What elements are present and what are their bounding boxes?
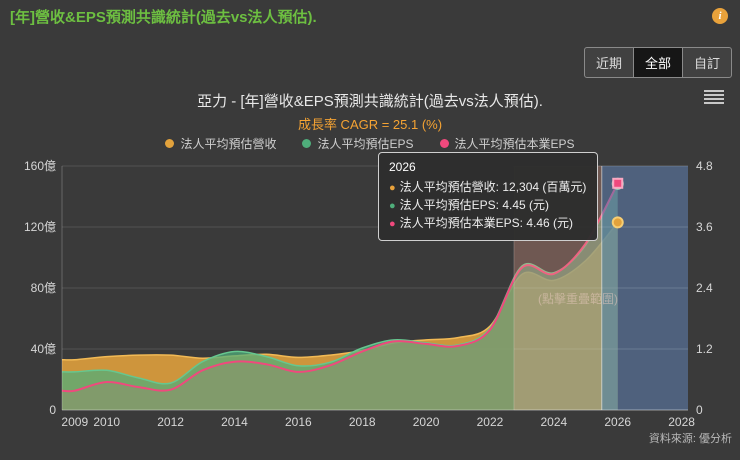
tooltip-bullet-icon (389, 218, 396, 230)
tooltip-value: 4.45 (元) (502, 198, 550, 212)
chart-tooltip: 2026 法人平均預估營收: 12,304 (百萬元) 法人平均預估EPS: 4… (378, 152, 598, 241)
page-title: [年]營收&EPS預測共識統計(過去vs法人預估). (10, 9, 317, 26)
core-eps-legend-dot-icon (439, 139, 449, 148)
range-button-group: 近期 全部 自訂 (583, 47, 732, 78)
series-line-1[interactable] (61, 183, 619, 385)
eps-legend-dot-icon (302, 139, 312, 148)
x-axis-label: 2014 (221, 415, 248, 429)
tooltip-value: 12,304 (百萬元) (502, 180, 587, 194)
revenue-legend-dot-icon (165, 139, 175, 148)
tooltip-row-revenue: 法人平均預估營收: 12,304 (百萬元) (389, 179, 587, 197)
marker-square-series-2[interactable] (612, 177, 624, 189)
tooltip-bullet-icon (389, 200, 396, 212)
x-axis-label: 2009 (61, 415, 88, 429)
range-button-custom[interactable]: 自訂 (681, 47, 732, 78)
tooltip-row-core-eps: 法人平均預估本業EPS: 4.46 (元) (389, 215, 587, 233)
tooltip-year: 2026 (389, 160, 416, 174)
x-axis-label: 2010 (93, 415, 120, 429)
chart-subtitle: 成長率 CAGR = 25.1 (%) (297, 117, 443, 132)
chart-menu-icon[interactable] (704, 90, 724, 106)
legend-label: 法人平均預估EPS (317, 137, 414, 151)
tooltip-label: 法人平均預估營收: (399, 180, 499, 194)
x-axis-label: 2020 (413, 415, 440, 429)
marker-circle-series-0[interactable] (611, 216, 624, 229)
tooltip-label: 法人平均預估EPS: (399, 198, 500, 212)
info-icon[interactable]: i (712, 8, 728, 24)
y-axis-label-right: 3.6 (696, 220, 713, 234)
legend: 法人平均預估營收 法人平均預估EPS 法人平均預估本業EPS (0, 135, 740, 152)
y-axis-label-left: 80億 (31, 281, 56, 295)
y-axis-label-right: 1.2 (696, 342, 713, 356)
tooltip-value: 4.46 (元) (526, 216, 574, 230)
range-button-all[interactable]: 全部 (632, 47, 683, 78)
chart-title: 亞力 - [年]營收&EPS預測共識統計(過去vs法人預估). (197, 93, 543, 110)
series-area-1[interactable] (62, 183, 618, 410)
x-axis-label: 2018 (349, 415, 376, 429)
x-axis-label: 2022 (477, 415, 504, 429)
y-axis-label-right: 0 (696, 403, 703, 417)
x-axis-label: 2016 (285, 415, 312, 429)
legend-label: 法人平均預估營收 (180, 137, 277, 151)
future-band[interactable] (601, 166, 688, 410)
x-axis-label: 2024 (541, 415, 568, 429)
y-axis-label-left: 120億 (24, 220, 56, 234)
data-source: 資料來源: 優分析 (648, 433, 732, 445)
series-line-2[interactable] (61, 182, 619, 393)
legend-item-revenue[interactable]: 法人平均預估營收 (165, 135, 276, 152)
y-axis-label-left: 0 (49, 403, 56, 417)
tooltip-label: 法人平均預估本業EPS: (399, 216, 524, 230)
x-axis-label: 2012 (157, 415, 184, 429)
y-axis-label-left: 40億 (31, 342, 56, 356)
tooltip-bullet-icon (389, 182, 396, 194)
y-axis-label-right: 2.4 (696, 281, 713, 295)
range-button-recent[interactable]: 近期 (583, 47, 634, 78)
legend-label: 法人平均預估本業EPS (454, 137, 575, 151)
legend-item-eps[interactable]: 法人平均預估EPS (302, 135, 414, 152)
chart-plot-area[interactable]: 160億 120億 80億 40億 0 4.8 3.6 2.4 1.2 0 2009 2010 2012… (0, 158, 740, 454)
y-axis-label-right: 4.8 (696, 159, 713, 173)
legend-item-core-eps[interactable]: 法人平均預估本業EPS (439, 135, 575, 152)
series-area-2[interactable] (62, 183, 618, 410)
tooltip-row-eps: 法人平均預估EPS: 4.45 (元) (389, 197, 587, 215)
x-axis-label: 2026 (604, 415, 631, 429)
x-axis-label: 2028 (668, 415, 695, 429)
y-axis-label-left: 160億 (24, 159, 56, 173)
